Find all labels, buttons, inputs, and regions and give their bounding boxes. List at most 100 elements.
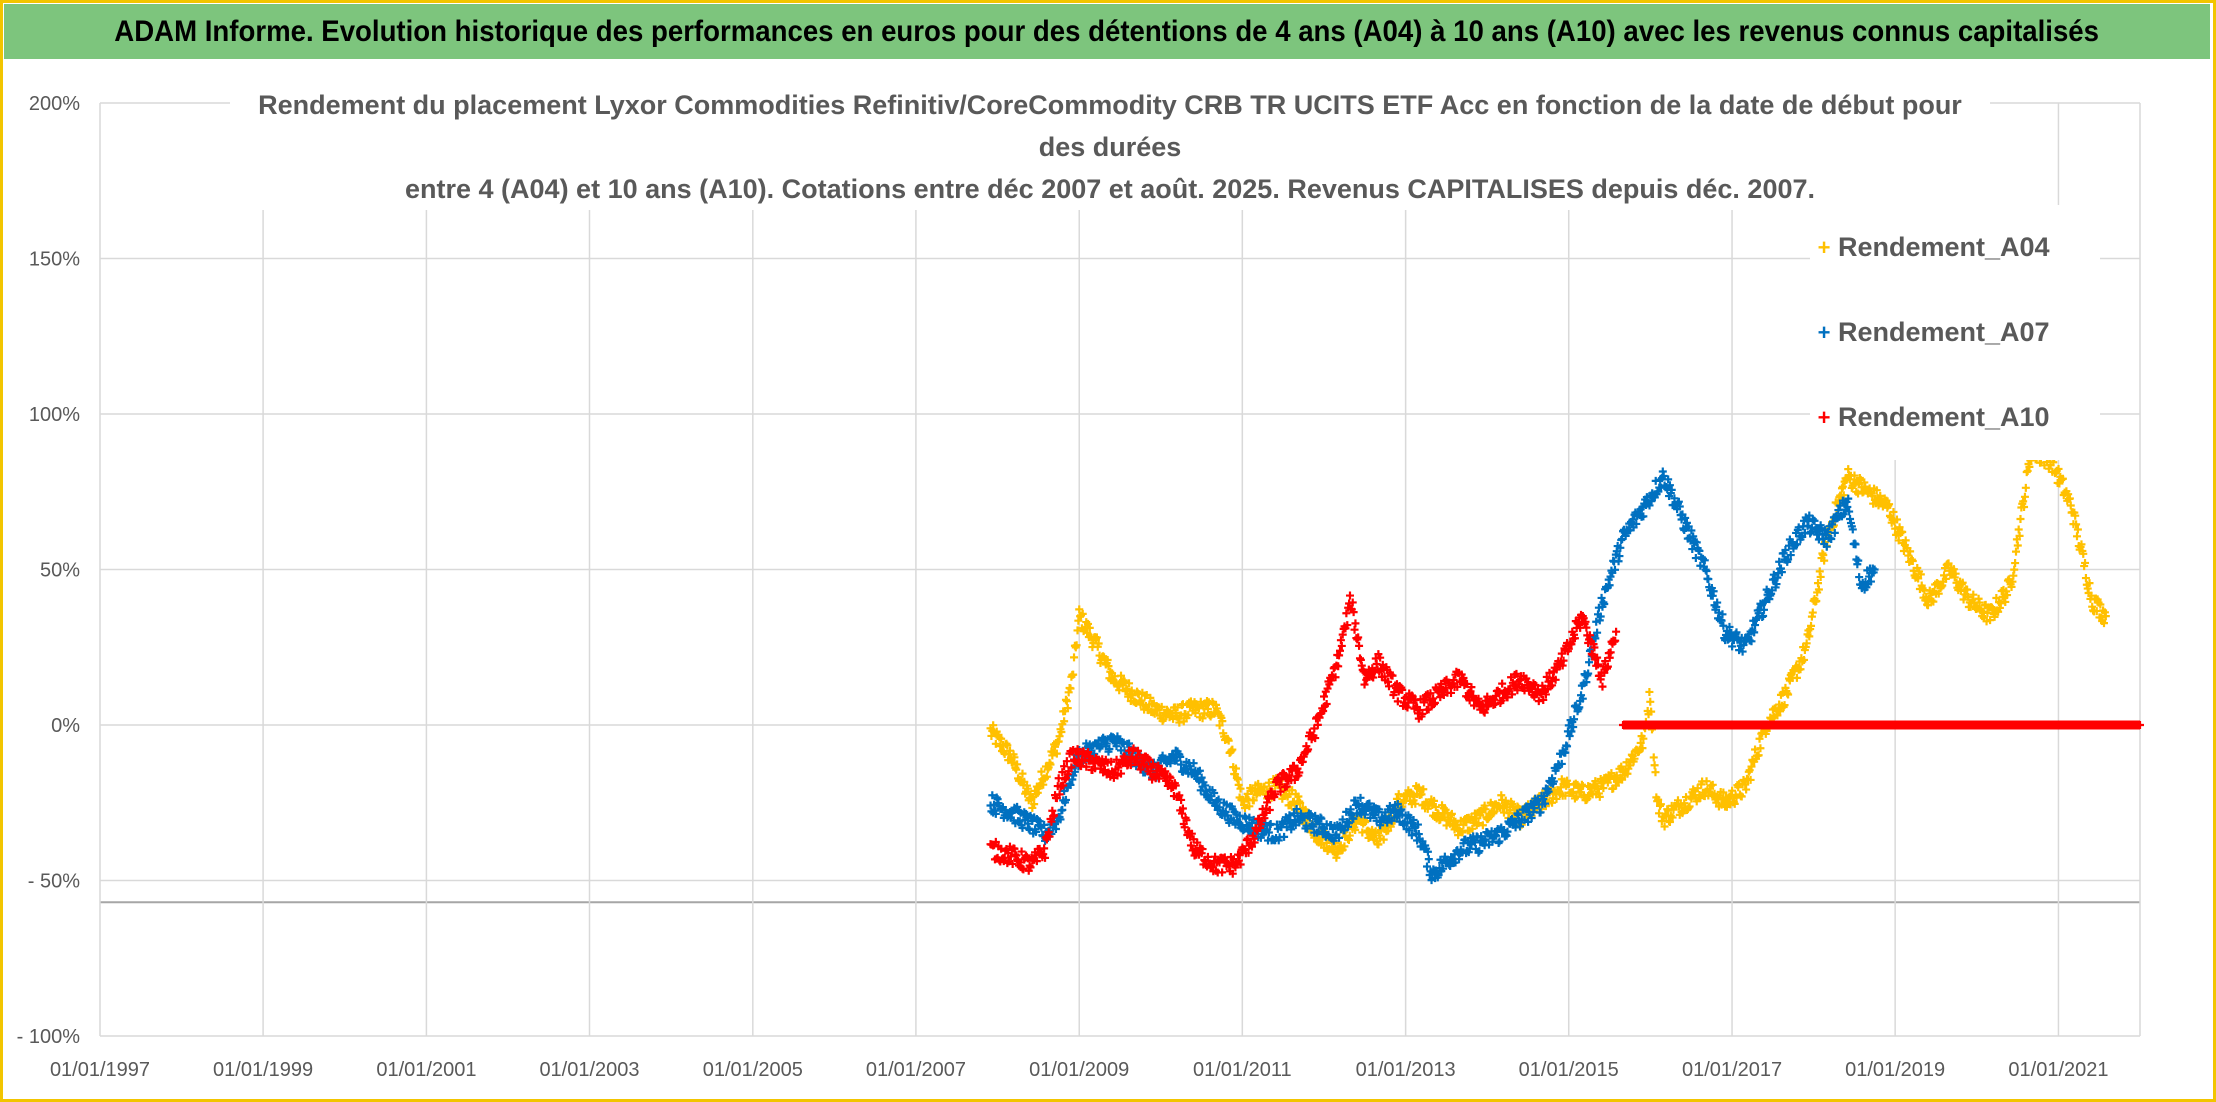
data-point [1074,750,1083,759]
x-tick-label: 01/01/2011 [1193,1059,1292,1081]
data-point [1303,824,1312,833]
data-point [1319,706,1328,715]
data-point [991,837,1000,846]
data-point [1595,792,1604,801]
data-point [989,721,998,730]
data-point [1855,573,1864,582]
data-point [1405,826,1414,835]
data-point [1296,798,1305,807]
data-point [1480,708,1489,717]
legend-item-a10: + Rendement_A10 [1810,375,2100,460]
data-point [1660,822,1669,831]
data-point [1345,831,1354,840]
series-rendement_a04 [986,441,2110,862]
data-point [1747,637,1756,646]
data-point [1265,806,1274,815]
data-point [1539,695,1548,704]
data-point [1534,697,1543,706]
data-point [1843,502,1852,511]
data-point [1023,784,1032,793]
data-point [1419,785,1428,794]
data-point [2066,501,2075,510]
data-point [1784,555,1793,564]
chart-title-line-2: entre 4 (A04) et 10 ans (A10). Cotations… [405,174,1815,204]
data-point [1331,673,1340,682]
data-point [1963,585,1972,594]
data-point [1949,565,1958,574]
data-point [1929,597,1938,606]
data-point [1651,476,1660,485]
data-point [1349,608,1358,617]
data-point [1161,767,1170,776]
y-tick-label: - 50% [28,871,80,893]
data-point [1182,816,1191,825]
data-point [1203,704,1212,713]
data-point [1349,814,1358,823]
data-point [1228,869,1237,878]
data-point [1651,768,1660,777]
data-point [1808,608,1817,617]
data-point [1591,777,1600,786]
data-point [1175,718,1184,727]
data-point [1000,853,1009,862]
data-point [2073,532,2081,541]
legend-item-a07: + Rendement_A07 [1810,290,2100,375]
data-point [1802,639,1811,648]
data-point [1776,707,1785,716]
data-point [1047,817,1056,826]
data-point [2020,492,2029,501]
data-point [1418,709,1427,718]
data-point [1178,804,1187,813]
data-point [1176,752,1185,761]
data-point [1045,832,1054,841]
chart-title: Rendement du placement Lyxor Commodities… [230,84,1990,210]
data-point [2071,511,2080,520]
data-point [1449,676,1458,685]
x-tick-label: 01/01/2009 [1029,1059,1129,1081]
data-point [1645,687,1654,696]
data-point [1659,472,1668,481]
data-point [1424,855,1433,864]
data-point [1668,813,1677,822]
data-point [1008,758,1017,767]
data-point [1198,845,1207,854]
data-point [1702,777,1711,786]
data-point [1610,565,1619,574]
data-point [1836,501,1845,510]
data-point [1541,799,1550,808]
data-point [1810,516,1819,525]
data-point [1171,781,1180,790]
data-point [1822,542,1831,551]
data-point [1503,827,1512,836]
data-point [1304,745,1313,754]
data-point [1647,707,1656,716]
data-point [1019,865,1028,874]
data-point [1338,815,1347,824]
data-point [1636,738,1645,747]
data-point [1104,662,1113,671]
data-point [1191,709,1200,718]
data-point [1545,668,1554,677]
data-point [1570,715,1579,724]
data-point [1365,799,1374,808]
data-point [1885,500,1894,509]
data-point [1664,475,1673,484]
data-point [1812,597,1821,606]
data-point [1908,556,1917,565]
data-point [1687,526,1696,535]
data-point [1203,852,1212,861]
data-point [2136,721,2144,729]
data-point [1398,685,1407,694]
data-point [991,809,1000,818]
data-point [1348,598,1357,607]
data-point [2081,574,2090,583]
data-point [2065,494,2074,503]
data-point [1146,693,1155,702]
data-point [1126,761,1135,770]
data-point [1618,775,1627,784]
data-point [2081,558,2090,567]
data-point [1552,794,1561,803]
data-point [1695,546,1704,555]
data-point [1186,841,1195,850]
